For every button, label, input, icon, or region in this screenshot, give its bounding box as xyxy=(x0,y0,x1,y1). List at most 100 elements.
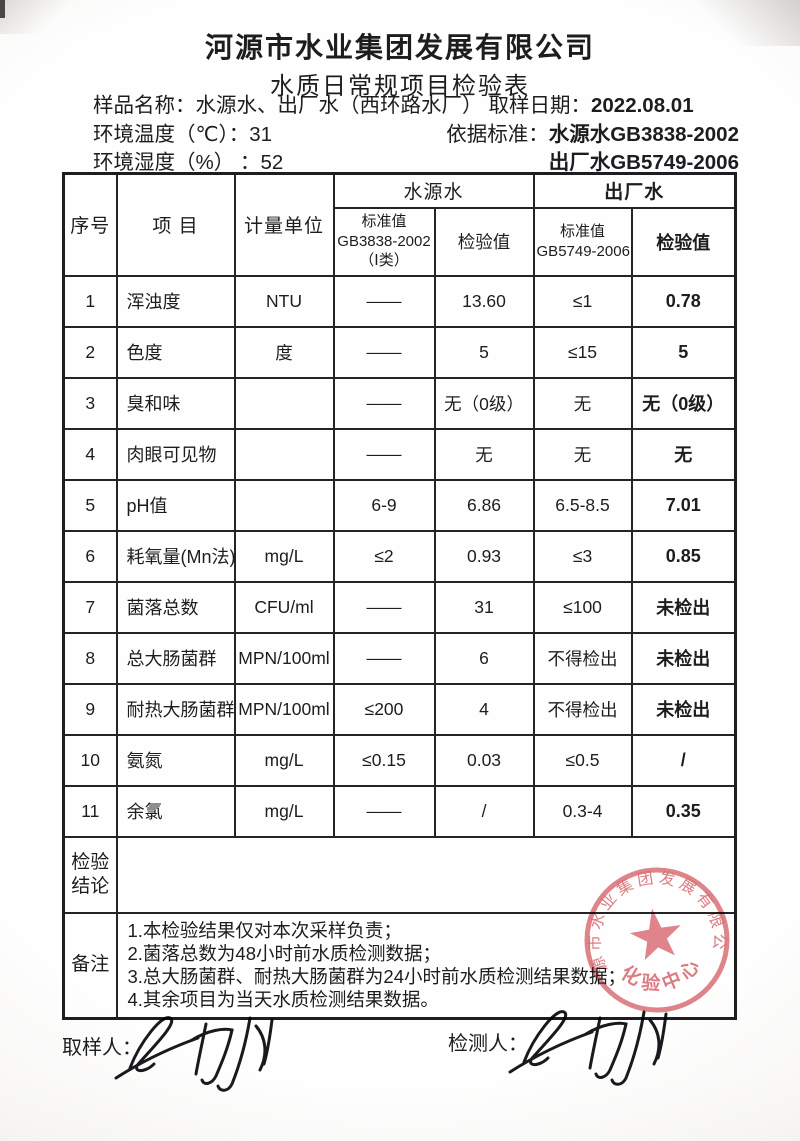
cell-source-standard: —— xyxy=(332,427,436,481)
remarks-content: 1.本检验结果仅对本次采样负责； 2.菌落总数为48小时前水质检测数据； 3.总… xyxy=(115,911,737,1020)
cell-outlet-value: 0.35 xyxy=(630,784,737,838)
cell-outlet-standard: 0.3-4 xyxy=(532,784,633,838)
cell-item: 耐热大肠菌群 xyxy=(115,682,236,736)
cell-outlet-value: 0.85 xyxy=(630,529,737,583)
table-row: 2 色度 度 —— 5 ≤15 5 xyxy=(62,325,737,379)
cell-no: 4 xyxy=(62,427,118,481)
remark-line: 1.本检验结果仅对本次采样负责； xyxy=(127,919,402,941)
remark-line: 2.菌落总数为48小时前水质检测数据； xyxy=(127,942,442,964)
seal-ring xyxy=(584,867,730,1013)
form-title: 水质日常规项目检验表 xyxy=(270,73,530,100)
tester-signature xyxy=(508,1010,668,1086)
photo-shadow-topright xyxy=(680,0,800,46)
cell-source-value: 无 xyxy=(433,427,535,481)
cell-source-value: / xyxy=(433,784,535,838)
table-row: 5 pH值 6-9 6.86 6.5-8.5 7.01 xyxy=(62,478,737,532)
cell-source-value: 0.93 xyxy=(433,529,535,583)
cell-unit: MPN/100ml xyxy=(233,682,335,736)
conclusion-label: 检验 结论 xyxy=(62,835,118,914)
cell-source-value: 0.03 xyxy=(433,733,535,787)
standard-source-water: 依据标准：水源水GB3838-2002 xyxy=(446,123,739,146)
col-header-item: 项 目 xyxy=(115,172,236,277)
cell-source-value: 6 xyxy=(433,631,535,685)
seal-star-icon xyxy=(629,908,681,961)
inspection-table: 序号 项 目 计量单位 水源水 出厂水 标准值 GB3838-2002 （Ⅰ类）… xyxy=(62,172,738,1020)
cell-item: 总大肠菌群 xyxy=(115,631,236,685)
cell-outlet-standard: 不得检出 xyxy=(532,631,633,685)
env-temp-line: 环境温度（℃）：31 依据标准：水源水GB3838-2002 xyxy=(93,117,739,147)
cell-no: 8 xyxy=(62,631,118,685)
cell-source-value: 31 xyxy=(433,580,535,634)
cell-no: 10 xyxy=(62,733,118,787)
table-row: 3 臭和味 —— 无（0级） 无 无（0级） xyxy=(62,376,737,430)
cell-unit: NTU xyxy=(233,274,335,328)
cell-outlet-value: 7.01 xyxy=(630,478,737,532)
cell-outlet-standard: ≤1 xyxy=(532,274,633,328)
col-header-outlet-standard: 标准值 GB5749-2006 xyxy=(532,206,633,277)
cell-item: 菌落总数 xyxy=(115,580,236,634)
cell-item: 色度 xyxy=(115,325,236,379)
cell-outlet-value: 无（0级） xyxy=(630,376,737,430)
cell-source-standard: ≤0.15 xyxy=(332,733,436,787)
remark-line: 3.总大肠菌群、耐热大肠菌群为24小时前水质检测结果数据； xyxy=(127,966,627,988)
table-row: 7 菌落总数 CFU/ml —— 31 ≤100 未检出 xyxy=(62,580,737,634)
cell-item: 氨氮 xyxy=(115,733,236,787)
remarks-label: 备注 xyxy=(62,911,118,1020)
table-row: 9 耐热大肠菌群 MPN/100ml ≤200 4 不得检出 未检出 xyxy=(62,682,737,736)
table-row: 8 总大肠菌群 MPN/100ml —— 6 不得检出 未检出 xyxy=(62,631,737,685)
sampler-signature xyxy=(114,1016,274,1092)
cell-unit: mg/L xyxy=(233,733,335,787)
cell-no: 5 xyxy=(62,478,118,532)
cell-outlet-standard: 无 xyxy=(532,427,633,481)
remark-line: 4.其余项目为当天水质检测结果数据。 xyxy=(127,989,439,1011)
photo-corner-artifact xyxy=(0,0,5,18)
cell-outlet-value: 未检出 xyxy=(630,682,737,736)
cell-source-standard: —— xyxy=(332,580,436,634)
cell-unit xyxy=(233,427,335,481)
cell-outlet-value: / xyxy=(630,733,737,787)
env-humidity-line: 环境湿度（%） ：52 出厂水GB5749-2006 xyxy=(93,145,739,175)
tester-label: 检测人： xyxy=(448,1033,528,1055)
cell-outlet-standard: 不得检出 xyxy=(532,682,633,736)
cell-item: 余氯 xyxy=(115,784,236,838)
cell-source-value: 13.60 xyxy=(433,274,535,328)
cell-source-standard: ≤2 xyxy=(332,529,436,583)
sample-info-line: 样品名称：水源水、出厂水（西环路水厂） 取样日期：2022.08.01 xyxy=(93,88,739,118)
cell-source-standard: —— xyxy=(332,631,436,685)
cell-outlet-value: 未检出 xyxy=(630,631,737,685)
col-header-no: 序号 xyxy=(62,172,118,277)
group-header-outlet-water: 出厂水 xyxy=(532,172,737,209)
cell-outlet-standard: 无 xyxy=(532,376,633,430)
cell-source-value: 5 xyxy=(433,325,535,379)
cell-outlet-standard: ≤3 xyxy=(532,529,633,583)
cell-source-standard: —— xyxy=(332,376,436,430)
col-header-source-value: 检验值 xyxy=(433,206,535,277)
cell-outlet-value: 未检出 xyxy=(630,580,737,634)
cell-item: 浑浊度 xyxy=(115,274,236,328)
cell-unit: mg/L xyxy=(233,529,335,583)
cell-no: 6 xyxy=(62,529,118,583)
cell-source-value: 6.86 xyxy=(433,478,535,532)
cell-outlet-value: 无 xyxy=(630,427,737,481)
group-header-source-water: 水源水 xyxy=(332,172,535,209)
header-group-row: 序号 项 目 计量单位 水源水 出厂水 xyxy=(62,172,737,277)
cell-unit xyxy=(233,376,335,430)
env-humidity: 环境湿度（%） ：52 xyxy=(93,151,284,174)
cell-unit: 度 xyxy=(233,325,335,379)
cell-outlet-value: 5 xyxy=(630,325,737,379)
remarks-row: 备注 1.本检验结果仅对本次采样负责； 2.菌落总数为48小时前水质检测数据； … xyxy=(62,911,737,1020)
cell-item: 耗氧量(Mn法) xyxy=(115,529,236,583)
table-row: 10 氨氮 mg/L ≤0.15 0.03 ≤0.5 / xyxy=(62,733,737,787)
cell-source-standard: —— xyxy=(332,325,436,379)
sampling-date: 取样日期：2022.08.01 xyxy=(488,94,694,117)
company-seal-stamp: 河源市水业集团发展有限公司 化验中心 xyxy=(567,850,732,1013)
cell-outlet-value: 0.78 xyxy=(630,274,737,328)
cell-item: 臭和味 xyxy=(115,376,236,430)
cell-source-standard: —— xyxy=(332,274,436,328)
cell-unit: MPN/100ml xyxy=(233,631,335,685)
cell-no: 9 xyxy=(62,682,118,736)
cell-source-standard: —— xyxy=(332,784,436,838)
col-header-source-standard: 标准值 GB3838-2002 （Ⅰ类） xyxy=(332,206,436,277)
cell-outlet-standard: 6.5-8.5 xyxy=(532,478,633,532)
